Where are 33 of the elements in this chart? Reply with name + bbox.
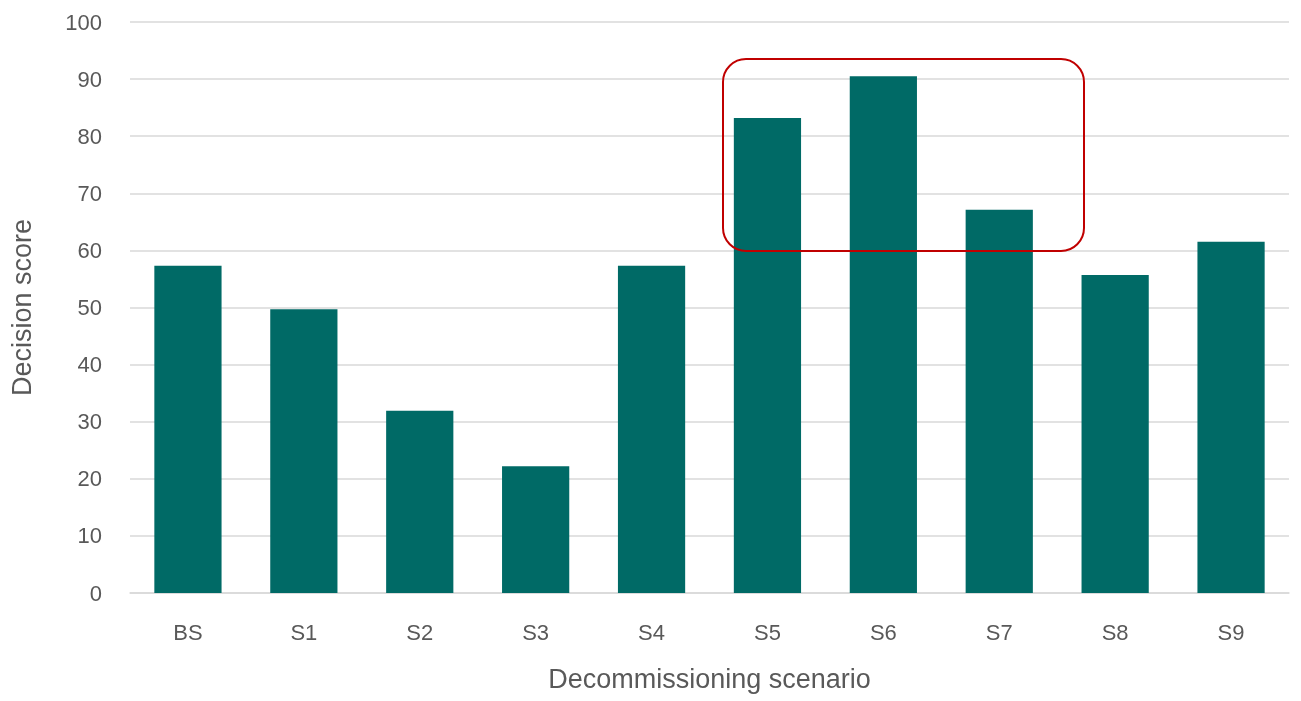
x-tick-label: S7: [985, 619, 1013, 645]
x-tick-label: S8: [1101, 619, 1129, 645]
bar: [154, 265, 222, 593]
bar: [1197, 241, 1265, 593]
x-tick-label: BS: [173, 619, 203, 645]
x-tick-label: S5: [753, 619, 781, 645]
bar: [386, 410, 454, 593]
bar: [733, 117, 802, 593]
x-tick-label: S1: [290, 619, 318, 645]
x-tick-label: S3: [522, 619, 550, 645]
y-tick-label: 40: [77, 352, 102, 378]
bar: [1081, 274, 1149, 593]
x-tick-label: S4: [638, 619, 666, 645]
y-tick-label: 70: [77, 180, 102, 206]
x-tick-label: S6: [869, 619, 897, 645]
bar: [965, 209, 1033, 593]
y-tick-label: 10: [77, 523, 102, 549]
bar: [617, 265, 686, 593]
x-axis-title: Decommissioning scenario: [548, 663, 871, 694]
bar: [270, 309, 338, 593]
y-tick-label: 80: [77, 123, 102, 149]
y-tick-label: 50: [77, 295, 102, 320]
x-tick-label: S9: [1217, 619, 1245, 645]
x-tick-label: S2: [406, 619, 434, 645]
y-tick-label: 60: [77, 237, 102, 263]
bar: [849, 76, 917, 593]
y-tick-label: 30: [77, 409, 102, 435]
bar: [502, 466, 570, 593]
y-tick-label: 100: [65, 9, 102, 35]
y-tick-label: 20: [77, 466, 102, 492]
y-axis-title: Decision score: [6, 218, 37, 397]
y-tick-label: 0: [89, 580, 102, 606]
y-tick-label: 90: [77, 66, 102, 92]
